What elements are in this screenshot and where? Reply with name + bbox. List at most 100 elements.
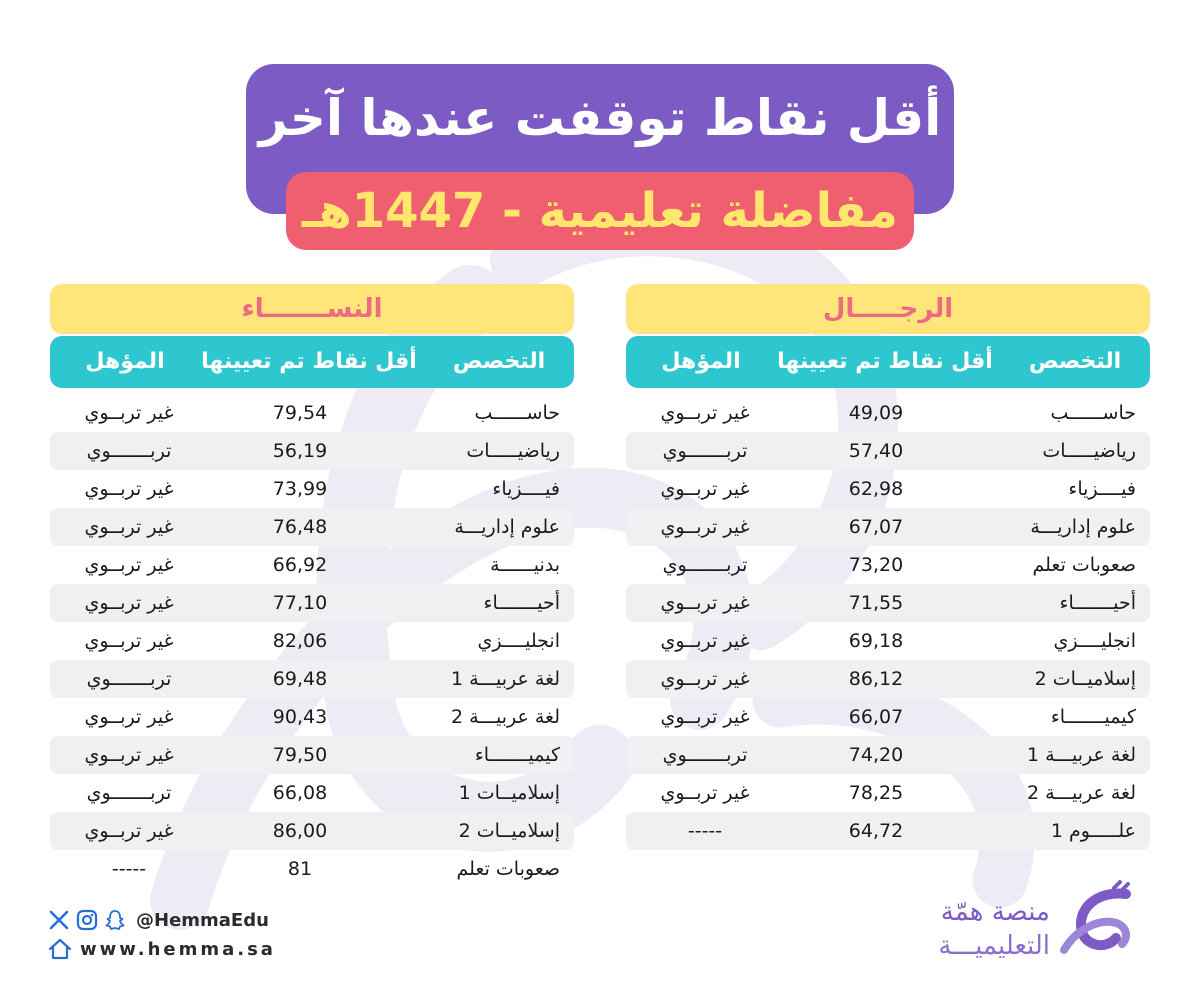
social-links: @HemmaEdu (48, 906, 269, 934)
specialty-cell: صعوبات تعلم (456, 858, 560, 880)
table-row: أحيـــــــاء 77,10 غير تربــوي (50, 584, 574, 622)
qualification-cell: غير تربــوي (84, 402, 174, 424)
score-cell: 57,40 (848, 440, 904, 462)
qualification-cell: غير تربــوي (660, 630, 750, 652)
women-col-specialty: التخصص (452, 349, 546, 374)
qualification-cell: غير تربــوي (84, 706, 174, 728)
table-row: لغة عربيـــة 2 78,25 غير تربــوي (626, 774, 1150, 812)
table-row: حاســــــب 49,09 غير تربــوي (626, 394, 1150, 432)
instagram-icon[interactable] (76, 909, 98, 931)
specialty-cell: رياضيـــــات (1042, 440, 1136, 462)
score-cell: 82,06 (272, 630, 328, 652)
qualification-cell: غير تربــوي (660, 668, 750, 690)
specialty-cell: صعوبات تعلم (1032, 554, 1136, 576)
table-row: كيميـــــــاء 79,50 غير تربــوي (50, 736, 574, 774)
specialty-cell: رياضيـــــات (466, 440, 560, 462)
men-col-specialty: التخصص (1028, 349, 1122, 374)
men-col-qualification: المؤهل (661, 349, 741, 374)
specialty-cell: حاســــــب (1050, 402, 1136, 424)
qualification-cell: غير تربــوي (660, 402, 750, 424)
table-row: انجليــــزي 82,06 غير تربــوي (50, 622, 574, 660)
specialty-cell: علوم إداريـــة (1030, 516, 1136, 538)
men-table-body: حاســــــب 49,09 غير تربــوي رياضيـــــات 57… (626, 394, 1150, 850)
score-cell: 76,48 (272, 516, 328, 538)
specialty-cell: فيــــزياء (492, 478, 560, 500)
table-row: فيــــزياء 73,99 غير تربــوي (50, 470, 574, 508)
table-row: كيميـــــــاء 66,07 غير تربــوي (626, 698, 1150, 736)
score-cell: 67,07 (848, 516, 904, 538)
specialty-cell: لغة عربيـــة 1 (450, 668, 560, 690)
men-section-title: الرجـــــال (626, 284, 1150, 334)
specialty-cell: حاســــــب (474, 402, 560, 424)
qualification-cell: غير تربــوي (660, 516, 750, 538)
specialty-cell: كيميـــــــاء (474, 744, 560, 766)
brand-line1: منصة همّة (940, 897, 1050, 927)
men-table-header: التخصص أقل نقاط تم تعيينها المؤهل (626, 336, 1150, 388)
table-row: إسلاميــات 2 86,12 غير تربــوي (626, 660, 1150, 698)
website-link[interactable]: www.hemma.sa (48, 934, 276, 964)
women-col-qualification: المؤهل (85, 349, 165, 374)
table-row: إسلاميــات 2 86,00 غير تربــوي (50, 812, 574, 850)
specialty-cell: كيميـــــــاء (1050, 706, 1136, 728)
qualification-cell: غير تربــوي (660, 706, 750, 728)
table-row: أحيـــــــاء 71,55 غير تربــوي (626, 584, 1150, 622)
women-section-title: النســـــــاء (50, 284, 574, 334)
qualification-cell: غير تربــوي (660, 592, 750, 614)
x-icon[interactable] (48, 909, 70, 931)
qualification-cell: غير تربــوي (660, 782, 750, 804)
score-cell: 64,72 (848, 820, 904, 842)
home-icon (48, 938, 72, 960)
women-col-min-points: أقل نقاط تم تعيينها (201, 349, 417, 374)
table-row: لغة عربيـــة 1 69,48 تربـــــــوي (50, 660, 574, 698)
specialty-cell: أحيـــــــاء (1059, 592, 1136, 614)
header-subtitle-pill (286, 172, 914, 250)
table-row: انجليــــزي 69,18 غير تربــوي (626, 622, 1150, 660)
qualification-cell: تربـــــــوي (86, 668, 172, 690)
snapchat-icon[interactable] (104, 909, 126, 931)
women-table-header: التخصص أقل نقاط تم تعيينها المؤهل (50, 336, 574, 388)
social-handle[interactable]: @HemmaEdu (136, 909, 269, 931)
score-cell: 73,99 (272, 478, 328, 500)
score-cell: 69,48 (272, 668, 328, 690)
specialty-cell: أحيـــــــاء (483, 592, 560, 614)
table-row: علوم إداريـــة 67,07 غير تربــوي (626, 508, 1150, 546)
table-row: لغة عربيـــة 2 90,43 غير تربــوي (50, 698, 574, 736)
qualification-cell: ----- (111, 858, 147, 880)
qualification-cell: تربـــــــوي (86, 440, 172, 462)
score-cell: 79,50 (272, 744, 328, 766)
table-row: بدنيــــــة 66,92 غير تربــوي (50, 546, 574, 584)
brand-logo-icon (1060, 880, 1131, 954)
score-cell: 74,20 (848, 744, 904, 766)
score-cell: 86,00 (272, 820, 328, 842)
specialty-cell: فيــــزياء (1068, 478, 1136, 500)
women-table-body: حاســــــب 79,54 غير تربــوي رياضيـــــات 56… (50, 394, 574, 888)
specialty-cell: إسلاميــات 2 (1034, 668, 1136, 690)
score-cell: 78,25 (848, 782, 904, 804)
header-subtitle: مفاضلة تعليمية - 1447هـ (302, 183, 898, 239)
table-row: رياضيـــــات 57,40 تربـــــــوي (626, 432, 1150, 470)
header-title: أقل نقاط توقفت عندها آخر (258, 89, 942, 147)
qualification-cell: غير تربــوي (84, 516, 174, 538)
specialty-cell: علوم إداريـــة (454, 516, 560, 538)
specialty-cell: إسلاميــات 1 (458, 782, 560, 804)
qualification-cell: ----- (687, 820, 723, 842)
score-cell: 77,10 (272, 592, 328, 614)
table-row: علوم إداريـــة 76,48 غير تربــوي (50, 508, 574, 546)
qualification-cell: غير تربــوي (84, 478, 174, 500)
qualification-cell: غير تربــوي (84, 744, 174, 766)
table-row: صعوبات تعلم 73,20 تربـــــــوي (626, 546, 1150, 584)
specialty-cell: علـــــوم 1 (1050, 820, 1136, 842)
qualification-cell: تربـــــــوي (86, 782, 172, 804)
score-cell: 62,98 (848, 478, 904, 500)
score-cell: 90,43 (272, 706, 328, 728)
brand-name: منصة همّة التعليميـــة (900, 895, 1050, 963)
score-cell: 49,09 (848, 402, 904, 424)
score-cell: 56,19 (272, 440, 328, 462)
qualification-cell: تربـــــــوي (662, 440, 748, 462)
table-row: رياضيـــــات 56,19 تربـــــــوي (50, 432, 574, 470)
specialty-cell: لغة عربيـــة 2 (450, 706, 560, 728)
qualification-cell: غير تربــوي (84, 554, 174, 576)
website-url[interactable]: www.hemma.sa (80, 938, 276, 960)
table-row: صعوبات تعلم 81 ----- (50, 850, 574, 888)
table-row: إسلاميــات 1 66,08 تربـــــــوي (50, 774, 574, 812)
